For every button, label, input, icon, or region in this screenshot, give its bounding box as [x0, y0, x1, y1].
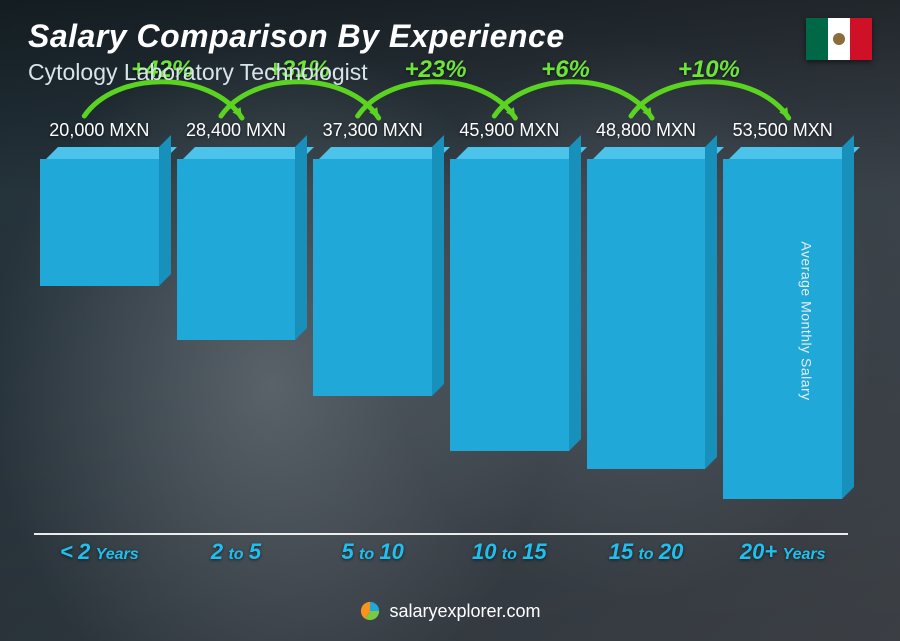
bar	[313, 159, 432, 396]
flag-stripe-red	[850, 18, 872, 60]
bar-value-label: 53,500 MXN	[733, 120, 833, 141]
salaryexplorer-logo-icon	[359, 600, 381, 622]
bar-slot: 37,300 MXN5 to 10	[313, 120, 432, 535]
footer-site-name: salaryexplorer.com	[389, 601, 540, 622]
y-axis-label: Average Monthly Salary	[798, 241, 814, 400]
footer: salaryexplorer.com	[0, 600, 900, 627]
x-axis-label: 5 to 10	[313, 539, 432, 565]
bar-value-label: 20,000 MXN	[49, 120, 149, 141]
bar	[177, 159, 296, 340]
bar-slot: 48,800 MXN15 to 20	[587, 120, 706, 535]
bar	[450, 159, 569, 451]
bar-slot: 28,400 MXN2 to 5	[177, 120, 296, 535]
bar	[587, 159, 706, 469]
bar-value-label: 37,300 MXN	[323, 120, 423, 141]
x-axis-label: 10 to 15	[450, 539, 569, 565]
x-axis-label: < 2 Years	[40, 539, 159, 565]
x-axis-label: 2 to 5	[177, 539, 296, 565]
salary-bar-chart: 20,000 MXN< 2 Years28,400 MXN2 to 537,30…	[40, 120, 842, 563]
country-flag-mexico	[806, 18, 872, 60]
bar-slot: 45,900 MXN10 to 15	[450, 120, 569, 535]
bar-value-label: 45,900 MXN	[459, 120, 559, 141]
bar-value-label: 28,400 MXN	[186, 120, 286, 141]
bar	[40, 159, 159, 286]
flag-stripe-green	[806, 18, 828, 60]
bar	[723, 159, 842, 499]
page-title: Salary Comparison By Experience	[28, 18, 872, 55]
header: Salary Comparison By Experience Cytology…	[28, 18, 872, 86]
flag-emblem-icon	[833, 33, 845, 45]
bar-slot: 20,000 MXN< 2 Years	[40, 120, 159, 535]
x-axis-label: 20+ Years	[723, 539, 842, 565]
bar-value-label: 48,800 MXN	[596, 120, 696, 141]
page-subtitle: Cytology Laboratory Technologist	[28, 59, 872, 86]
bar-slot: 53,500 MXN20+ Years	[723, 120, 842, 535]
x-axis-label: 15 to 20	[587, 539, 706, 565]
bars-container: 20,000 MXN< 2 Years28,400 MXN2 to 537,30…	[40, 120, 842, 535]
flag-stripe-white	[828, 18, 850, 60]
